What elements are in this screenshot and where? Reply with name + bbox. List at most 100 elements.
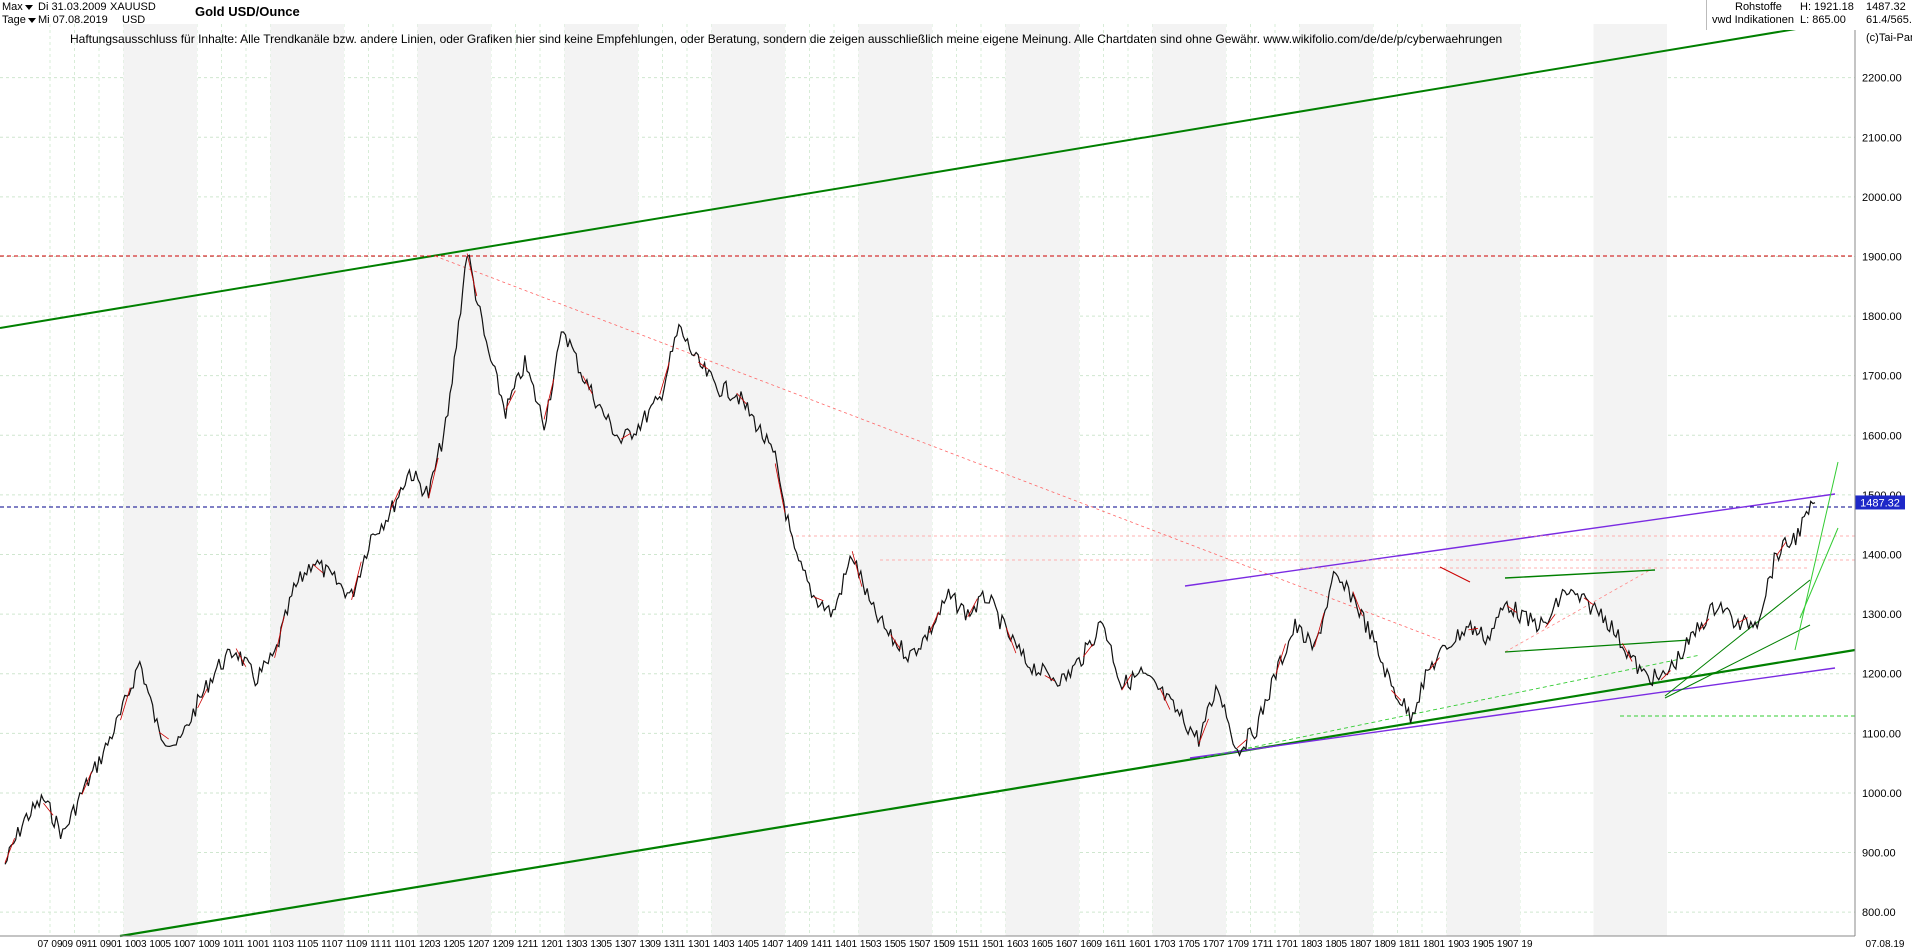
- price-line-down: [4, 253, 1787, 863]
- x-axis: 07 09 09 09 11 09 01 10 03 10 05 10 07 10 09 10…: [0, 24, 1905, 950]
- info-box: [1706, 0, 1862, 30]
- y-tick-label: 1800.00: [1862, 311, 1902, 323]
- x-tick-label: 03 11: [283, 939, 308, 950]
- copyright-label: (c)Tai-Pan: [1866, 32, 1912, 44]
- y-tick-label: 1700.00: [1862, 371, 1902, 383]
- x-tick-label: 11 18: [1410, 939, 1435, 950]
- x-tick-label: 03 19: [1458, 939, 1483, 950]
- period-dropdown[interactable]: Max: [2, 0, 33, 14]
- low-value: L: 865.00: [1800, 14, 1846, 26]
- x-tick-label: 05 16: [1042, 939, 1067, 950]
- x-tick-label: 09 16: [1091, 939, 1116, 950]
- x-tick-label: 11 14: [822, 939, 847, 950]
- ratio-value: 61.4/565.8: [1866, 14, 1912, 26]
- x-tick-label: 01 15: [846, 939, 871, 950]
- x-tick-label: 07 17: [1213, 939, 1238, 950]
- x-tick-label: 05 11: [307, 939, 332, 950]
- category-label: Rohstoffe: [1735, 1, 1782, 13]
- y-tick-label: 1000.00: [1862, 788, 1902, 800]
- y-tick-label: 2200.00: [1862, 73, 1902, 85]
- x-tick-label: 03 14: [723, 939, 748, 950]
- x-tick-label: 07 12: [478, 939, 503, 950]
- last-value: 1487.32: [1866, 1, 1906, 13]
- price-line: [4, 254, 1816, 865]
- x-tick-label: 03 13: [576, 939, 601, 950]
- purple-upper-line: [1184, 493, 1836, 587]
- x-tick-label: 09 17: [1238, 939, 1263, 950]
- y-axis: 800.00 900.00 1000.00 1100.00 1200.00 1300.00…: [1855, 73, 1905, 919]
- last-price-tag: [1855, 495, 1905, 510]
- x-tick-label: 07 09: [37, 939, 62, 950]
- year-band: [1152, 24, 1226, 936]
- x-tick-label: 01 10: [111, 939, 136, 950]
- x-tick-label: 11 13: [675, 939, 700, 950]
- chevron-down-icon: [24, 4, 33, 10]
- x-tick-label: 07 16: [1066, 939, 1091, 950]
- x-tick-label: 01 11: [258, 939, 283, 950]
- triangle-upper: [1504, 569, 1656, 579]
- y-tick-label: 900.00: [1862, 848, 1896, 860]
- steep-up-1: [1794, 461, 1839, 651]
- x-tick-label: 01 13: [552, 939, 577, 950]
- interval-dropdown[interactable]: Tage: [2, 13, 36, 27]
- y-tick-label: 800.00: [1862, 907, 1896, 919]
- x-tick-label: 09 15: [944, 939, 969, 950]
- year-band: [417, 24, 491, 936]
- x-tick-label: 07 11: [332, 939, 357, 950]
- purple-lower-line: [1189, 667, 1836, 759]
- x-tick-label: 11 15: [969, 939, 994, 950]
- year-band: [564, 24, 638, 936]
- x-tick-label: 05 17: [1189, 939, 1214, 950]
- x-tick-label: 11 09: [87, 939, 112, 950]
- x-tick-label: 09 11: [356, 939, 381, 950]
- x-tick-label: 05 13: [601, 939, 626, 950]
- y-tick-label: 1200.00: [1862, 669, 1902, 681]
- source-label: vwd Indikationen: [1712, 14, 1794, 26]
- symbol-label: XAUUSD: [110, 1, 156, 13]
- support-dotted: [1199, 654, 1701, 759]
- x-tick-label: 07 14: [772, 939, 797, 950]
- x-tick-label: 05 19: [1483, 939, 1508, 950]
- trend-lines: [0, 21, 1856, 938]
- disclaimer-text: Haftungsausschluss für Inhalte: Alle Tre…: [70, 32, 1503, 46]
- steep-up-2: [1799, 527, 1839, 619]
- x-tick-label: 11 11: [381, 939, 405, 950]
- chart-title: Gold USD/Ounce: [195, 4, 300, 19]
- x-tick-label: 03 10: [135, 939, 160, 950]
- x-tick-label: 03 12: [429, 939, 454, 950]
- x-tick-label: 05 18: [1336, 939, 1361, 950]
- high-value: H: 1921.18: [1800, 1, 1854, 13]
- x-tick-label: 03 16: [1017, 939, 1042, 950]
- x-tick-label: 11 10: [234, 939, 259, 950]
- year-band: [123, 24, 197, 936]
- x-tick-label: 05 12: [454, 939, 479, 950]
- short-channel-up-2: [1664, 624, 1811, 699]
- x-tick-label: 07 15: [919, 939, 944, 950]
- y-tick-label: 1400.00: [1862, 550, 1902, 562]
- falling-resistance-line: [434, 255, 1441, 641]
- marker-a: [1439, 566, 1471, 583]
- date-from: Di 31.03.2009: [38, 1, 107, 13]
- x-tick-label: 09 09: [62, 939, 87, 950]
- year-band: [270, 24, 344, 936]
- x-tick-label: 05 15: [895, 939, 920, 950]
- x-tick-label: 01 14: [699, 939, 724, 950]
- x-end-label: 07.08.19: [1866, 939, 1905, 950]
- y-tick-label: 2100.00: [1862, 132, 1902, 144]
- date-to: Mi 07.08.2019: [38, 14, 108, 26]
- x-tick-label: 09 14: [797, 939, 822, 950]
- plot-shading: [123, 24, 1667, 936]
- lower-channel-line: [119, 648, 1856, 938]
- x-tick-label: 09 13: [650, 939, 675, 950]
- x-tick-label: 01 17: [1140, 939, 1165, 950]
- short-channel-up-1: [1664, 579, 1811, 697]
- x-tick-label: 03 15: [870, 939, 895, 950]
- x-tick-label: 11 12: [528, 939, 553, 950]
- x-tick-label: 01 18: [1287, 939, 1312, 950]
- x-tick-label: 11 16: [1116, 939, 1141, 950]
- x-tick-label: 05 14: [748, 939, 773, 950]
- x-tick-label: 01 12: [405, 939, 430, 950]
- price-series: [4, 253, 1816, 865]
- x-tick-label: 09 12: [503, 939, 528, 950]
